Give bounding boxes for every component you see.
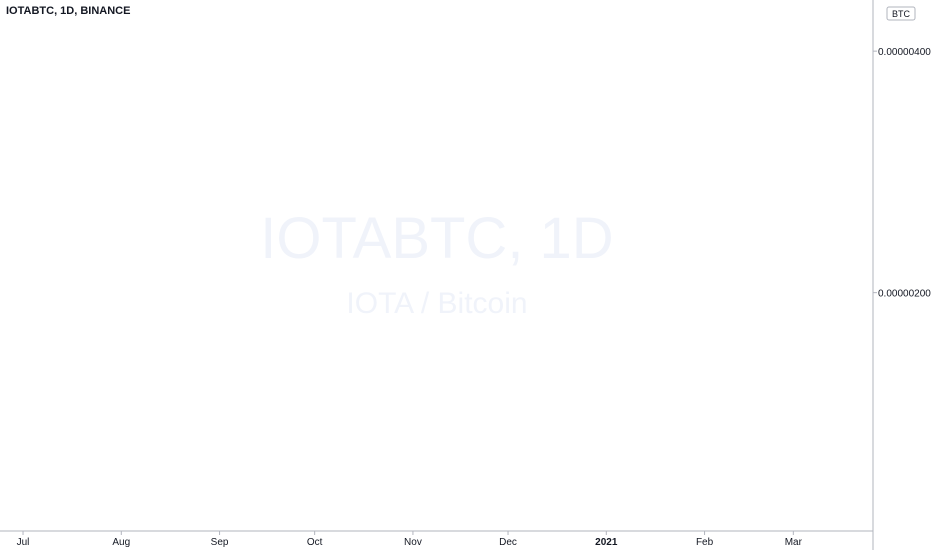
watermark-main: IOTABTC, 1D [260,206,613,271]
time-tick-label: Feb [696,537,714,548]
watermark: IOTABTC, 1D IOTA / Bitcoin [260,206,613,320]
time-tick-label: Aug [112,537,130,548]
time-tick-label: Oct [307,537,323,548]
time-tick-label: Jul [17,537,30,548]
watermark-sub: IOTA / Bitcoin [346,287,527,320]
time-tick-label: 2021 [595,537,618,548]
time-tick-label: Nov [404,537,422,548]
symbol-header[interactable]: IOTABTC, 1D, BINANCE [6,5,131,17]
time-tick-label: Sep [211,537,229,548]
price-tick-label: 0.00000400 [878,47,931,58]
time-tick-label: Mar [785,537,803,548]
currency-badge-label: BTC [892,9,911,19]
time-axis[interactable]: Jul Aug Sep Oct Nov Dec 2021 Feb Mar [0,530,873,548]
time-tick-label: Dec [499,537,517,548]
currency-badge[interactable]: BTC [886,6,916,21]
price-tick-label: 0.00000200 [878,289,931,300]
currency-badge-box [886,6,916,21]
price-axis[interactable]: 0.000002000.00000400BTC0.000026270.00002… [872,0,932,550]
